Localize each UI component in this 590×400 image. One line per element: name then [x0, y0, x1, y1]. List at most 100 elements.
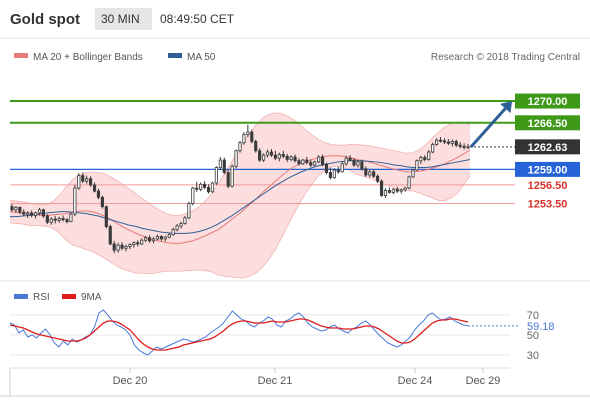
- level-label-box: [515, 93, 580, 109]
- candle: [423, 155, 427, 162]
- timeframe-badge[interactable]: 30 MIN: [101, 12, 140, 26]
- candle-body-down: [258, 150, 262, 161]
- candle: [147, 235, 152, 243]
- candle: [262, 153, 266, 162]
- ma20-line: [9, 149, 471, 244]
- candle: [438, 137, 443, 143]
- candle: [151, 237, 156, 244]
- candle-body-up: [140, 239, 144, 245]
- candle: [446, 138, 450, 146]
- candle-body-up: [116, 244, 120, 251]
- candle-body-up: [391, 188, 395, 193]
- candle-body-up: [403, 187, 407, 191]
- candle: [336, 166, 340, 174]
- candle: [45, 214, 49, 225]
- candle-body-up: [57, 218, 61, 221]
- candle-body-down: [206, 187, 211, 193]
- candle: [458, 142, 462, 149]
- candle-body-up: [246, 131, 250, 136]
- candle-body-down: [446, 141, 450, 144]
- forecast-arrow: [469, 101, 512, 148]
- candle: [69, 212, 73, 223]
- candle-body-up: [265, 151, 270, 156]
- header-time: 08:49:50 CET: [160, 12, 235, 26]
- candle: [305, 156, 309, 165]
- legend-swatch-rsi: [14, 294, 28, 299]
- legend-label-ma50: MA 50: [187, 52, 216, 63]
- candle-body-up: [14, 206, 18, 211]
- candle-body-up: [317, 156, 321, 163]
- candle: [368, 170, 372, 178]
- candle-body-up: [132, 242, 136, 245]
- rsi-tick-label: 70: [527, 310, 539, 322]
- candle-body-up: [167, 234, 171, 238]
- candle-body-down: [423, 157, 427, 160]
- candle-body-up: [344, 157, 348, 165]
- candle-body-up: [151, 238, 156, 242]
- header-bar: Gold spot 30 MIN 08:49:50 CET: [10, 8, 235, 30]
- candle: [140, 238, 144, 246]
- candle: [100, 195, 104, 209]
- candle-body-down: [100, 196, 104, 208]
- candle-body-down: [372, 171, 376, 177]
- candle: [328, 167, 333, 180]
- candle: [167, 232, 171, 239]
- candle: [383, 188, 388, 198]
- candle: [85, 175, 89, 184]
- candle-body-up: [214, 167, 218, 184]
- candle-body-down: [438, 139, 443, 142]
- price-level-labels: 1270.00 1266.50 1259.00 1256.50 1253.50 1262.…: [515, 93, 580, 212]
- candle: [30, 210, 34, 218]
- candle: [415, 159, 419, 172]
- candle-body-up: [431, 144, 435, 153]
- candle-body-down: [226, 172, 230, 187]
- ma50-line: [10, 158, 471, 234]
- candle: [18, 206, 22, 215]
- candle: [442, 138, 447, 144]
- level-label-support: 1256.50: [528, 180, 568, 192]
- moving-averages: [9, 149, 471, 244]
- candle: [136, 240, 140, 247]
- candle: [246, 124, 250, 138]
- candle-body-up: [399, 189, 403, 192]
- candle: [344, 155, 348, 166]
- last-price-label: 1262.63: [528, 142, 568, 154]
- rsi-legend: RSI 9MA: [14, 292, 102, 303]
- candle-body-up: [383, 190, 388, 196]
- timeframe-badge-bg[interactable]: [95, 8, 152, 30]
- candle-body-up: [49, 218, 53, 223]
- candle-body-up: [332, 169, 336, 178]
- candle: [427, 150, 431, 161]
- candle: [376, 174, 380, 184]
- rsi-tick-label: 30: [527, 350, 539, 362]
- candle-body-down: [281, 154, 285, 157]
- candle: [53, 215, 57, 224]
- candle: [206, 184, 211, 194]
- candle: [57, 216, 61, 223]
- candle-body-up: [230, 165, 234, 187]
- candle-body-up: [183, 217, 187, 224]
- candle: [89, 176, 93, 187]
- candle-body-up: [175, 225, 179, 231]
- candle: [242, 132, 246, 145]
- candle: [210, 181, 215, 193]
- candle-body-up: [313, 161, 317, 166]
- candle-body-up: [69, 213, 73, 222]
- candle: [238, 140, 242, 153]
- candle-body-down: [89, 178, 93, 186]
- instrument-title: Gold spot: [10, 11, 80, 28]
- candle: [348, 155, 352, 162]
- candle: [124, 244, 128, 252]
- candle: [81, 172, 85, 184]
- candle: [22, 209, 26, 216]
- candle-body-up: [301, 159, 305, 165]
- candle-body-up: [238, 142, 242, 152]
- candle: [356, 160, 360, 168]
- candle-body-down: [309, 162, 313, 166]
- candle-body-down: [462, 146, 466, 148]
- candle-body-up: [218, 159, 222, 168]
- candle: [203, 181, 207, 190]
- credit-text: Research © 2018 Trading Central: [431, 52, 580, 63]
- candle-body-down: [65, 219, 69, 222]
- candle-body-up: [155, 236, 160, 240]
